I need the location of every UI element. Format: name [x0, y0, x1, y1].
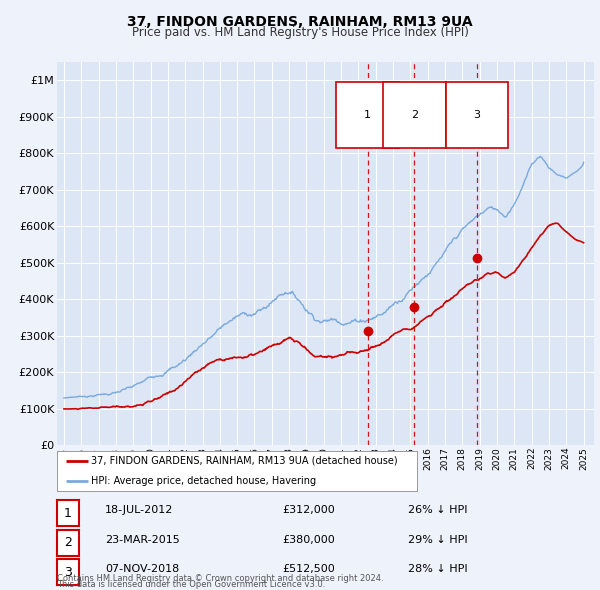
Text: 23-MAR-2015: 23-MAR-2015: [105, 535, 180, 545]
Text: Contains HM Land Registry data © Crown copyright and database right 2024.: Contains HM Land Registry data © Crown c…: [57, 574, 383, 583]
Text: £312,000: £312,000: [282, 506, 335, 515]
Text: 26% ↓ HPI: 26% ↓ HPI: [408, 506, 467, 515]
Text: 07-NOV-2018: 07-NOV-2018: [105, 565, 179, 574]
Text: 37, FINDON GARDENS, RAINHAM, RM13 9UA (detached house): 37, FINDON GARDENS, RAINHAM, RM13 9UA (d…: [91, 456, 398, 466]
Text: £380,000: £380,000: [282, 535, 335, 545]
Text: 37, FINDON GARDENS, RAINHAM, RM13 9UA: 37, FINDON GARDENS, RAINHAM, RM13 9UA: [127, 15, 473, 29]
Text: 2: 2: [410, 110, 418, 120]
Text: 28% ↓ HPI: 28% ↓ HPI: [408, 565, 467, 574]
Text: 18-JUL-2012: 18-JUL-2012: [105, 506, 173, 515]
Text: 1: 1: [364, 110, 371, 120]
Text: This data is licensed under the Open Government Licence v3.0.: This data is licensed under the Open Gov…: [57, 581, 325, 589]
Text: 3: 3: [473, 110, 481, 120]
Text: HPI: Average price, detached house, Havering: HPI: Average price, detached house, Have…: [91, 476, 316, 486]
Text: 3: 3: [64, 566, 72, 579]
Text: £512,500: £512,500: [282, 565, 335, 574]
Text: 2: 2: [64, 536, 72, 549]
Text: 1: 1: [64, 507, 72, 520]
Text: 29% ↓ HPI: 29% ↓ HPI: [408, 535, 467, 545]
Text: Price paid vs. HM Land Registry's House Price Index (HPI): Price paid vs. HM Land Registry's House …: [131, 26, 469, 39]
